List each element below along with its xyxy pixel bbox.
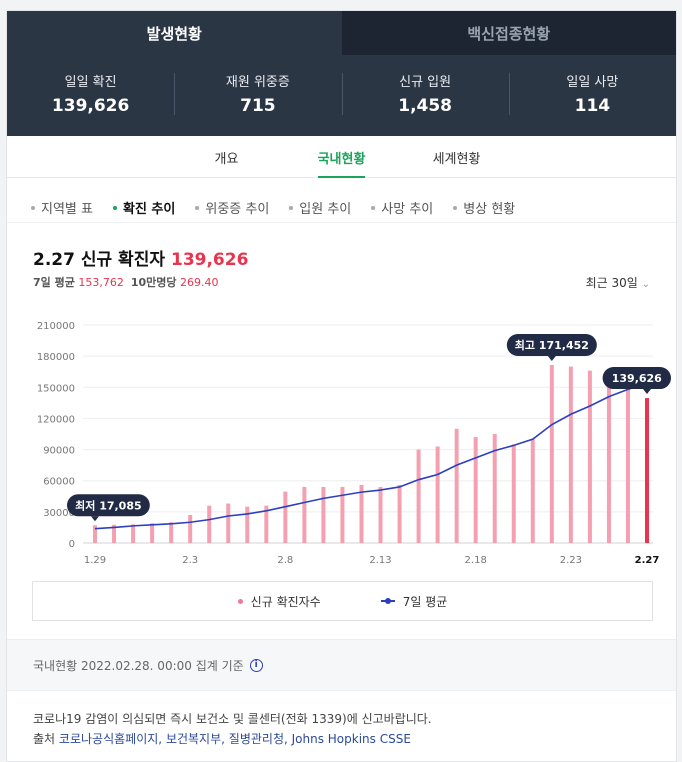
- bar: [473, 437, 478, 543]
- y-tick-label: 120000: [37, 414, 75, 425]
- update-note: 국내현황 2022.02.28. 00:00 집계 기준 i: [7, 639, 676, 691]
- x-tick-label: 2.23: [560, 555, 582, 566]
- bar: [587, 370, 592, 543]
- source-link[interactable]: 코로나공식홈페이지,: [58, 732, 163, 746]
- bar: [150, 523, 155, 543]
- bar: [378, 486, 383, 543]
- tab-world[interactable]: 세계현황: [432, 152, 481, 167]
- legend-cases: 신규 확진자수: [237, 593, 321, 610]
- tab-overview[interactable]: 개요: [214, 152, 239, 167]
- bar: [131, 524, 136, 543]
- tab-domestic[interactable]: 국내현황: [284, 136, 399, 178]
- bar: [340, 486, 345, 543]
- x-tick-label: 2.8: [277, 555, 293, 566]
- bar: [283, 491, 288, 543]
- annotation-pointer: [547, 356, 556, 362]
- stat-daily-cases: 일일 확진 139,626: [51, 75, 130, 116]
- bar: [321, 486, 326, 543]
- annotation-pointer: [643, 389, 651, 395]
- stat-critical: 재원 위중증 715: [174, 71, 341, 116]
- bar: [264, 505, 269, 543]
- chip-critical-trend[interactable]: 위중증 추이: [195, 193, 269, 222]
- bar: [625, 372, 630, 543]
- bar: [226, 503, 231, 543]
- y-tick-label: 90000: [43, 446, 75, 457]
- x-tick-label: 2.27: [635, 555, 660, 566]
- y-tick-label: 30000: [43, 508, 75, 519]
- bar: [568, 366, 573, 543]
- y-tick-label: 150000: [37, 383, 75, 394]
- y-tick-label: 0: [69, 539, 75, 550]
- x-tick-label: 1.29: [84, 555, 106, 566]
- bar: [302, 486, 307, 543]
- bar: [207, 505, 212, 543]
- sub-tabs: 개요 국내현황 세계현황: [7, 136, 676, 178]
- annotation-label: 최고 171,452: [515, 338, 589, 352]
- source-link[interactable]: 질병관리청,: [228, 732, 288, 746]
- source-link[interactable]: Johns Hopkins CSSE: [291, 732, 411, 746]
- bar: [169, 522, 174, 543]
- source-link[interactable]: 보건복지부,: [165, 732, 225, 746]
- source-block: 코로나19 감염이 의심되면 즉시 보건소 및 콜센터(전화 1339)에 신고…: [33, 712, 432, 746]
- stat-daily-deaths: 일일 사망 114: [508, 71, 676, 116]
- tab-vaccination[interactable]: 백신접종현황: [341, 11, 676, 55]
- stat-new-hospitalized: 신규 입원 1,458: [341, 71, 509, 116]
- x-tick-label: 2.3: [182, 555, 198, 566]
- summary-header: 발생현황 백신접종현황 일일 확진 139,626 재원 위중증 715 신규 …: [7, 11, 676, 136]
- chart-filter-chips: 지역별 표 확진 추이 위중증 추이 입원 추이 사망 추이 병상 현황: [7, 178, 676, 223]
- bar: [359, 484, 364, 543]
- chip-bed-status[interactable]: 병상 현황: [453, 193, 515, 222]
- chip-case-trend[interactable]: 확진 추이: [112, 193, 175, 222]
- chip-hospital-trend[interactable]: 입원 추이: [289, 193, 351, 222]
- bar: [112, 524, 117, 543]
- info-icon[interactable]: i: [249, 658, 263, 672]
- x-tick-label: 2.18: [465, 555, 487, 566]
- y-tick-label: 60000: [43, 477, 75, 488]
- y-tick-label: 180000: [37, 352, 75, 363]
- bar: [188, 514, 193, 543]
- annotation-bubble: [602, 367, 671, 390]
- chevron-down-icon: ⌄: [641, 279, 650, 290]
- covid-status-card: 발생현황 백신접종현황 일일 확진 139,626 재원 위중증 715 신규 …: [6, 10, 677, 762]
- annotation-label: 최저 17,085: [75, 498, 142, 512]
- bar: [245, 506, 250, 543]
- y-tick-label: 210000: [37, 321, 75, 332]
- annotation-label: 139,626: [612, 372, 662, 385]
- bar: [606, 371, 611, 543]
- chip-region-table[interactable]: 지역별 표: [31, 193, 93, 222]
- bar: [492, 434, 497, 543]
- chip-death-trend[interactable]: 사망 추이: [371, 193, 433, 222]
- legend-avg: 7일 평균: [380, 593, 447, 610]
- case-trend-chart: 0 30000 60000 90000 120000 150000 180000 210000…: [37, 321, 671, 566]
- bar: [645, 398, 649, 543]
- annotation-bubble: [506, 334, 597, 357]
- bar: [416, 449, 421, 543]
- annotation-pointer: [91, 516, 99, 522]
- chart-subline: 7일 평균 153,762 10만명당 269.40: [33, 276, 219, 289]
- bar: [454, 428, 459, 543]
- chart-headline: 2.27 신규 확진자 139,626: [33, 250, 249, 270]
- bar: [530, 439, 535, 543]
- bar: [93, 525, 97, 543]
- chart-legend: 신규 확진자수 7일 평균: [32, 581, 653, 621]
- bar: [511, 444, 516, 543]
- range-select[interactable]: 최근 30일 ⌄: [585, 276, 650, 290]
- x-tick-label: 2.13: [369, 555, 391, 566]
- tab-outbreak[interactable]: 발생현황: [7, 11, 342, 55]
- bar: [397, 484, 402, 543]
- avg-line: [94, 382, 648, 530]
- bar: [435, 446, 440, 543]
- annotation-bubble: [67, 494, 150, 517]
- bar: [549, 365, 554, 543]
